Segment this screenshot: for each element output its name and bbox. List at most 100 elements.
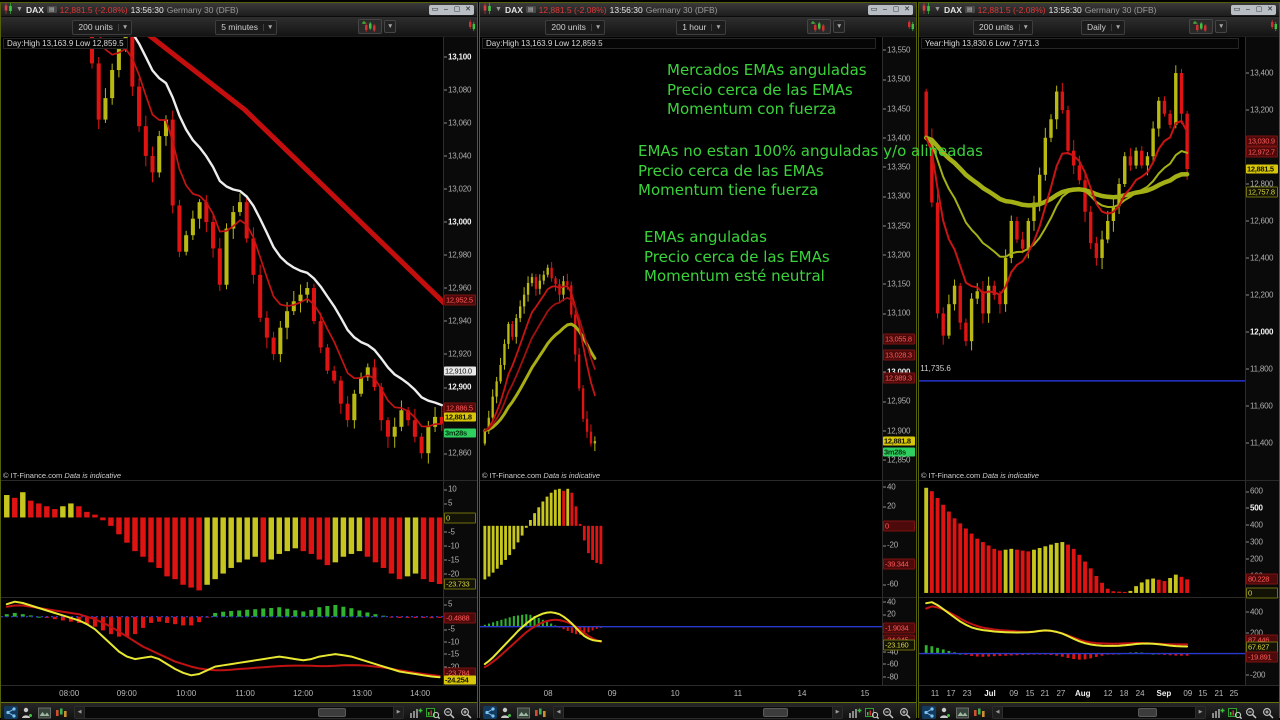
- instrument-info-icon[interactable]: ▤: [46, 6, 57, 13]
- instrument-dropdown-icon[interactable]: ▼: [934, 6, 941, 13]
- price-chart[interactable]: 11,735.6 13,400 13,200 12,800 12,600 12,400 1…: [919, 36, 1279, 480]
- indicator-panel-1[interactable]: 10 5 -5 -10 -15 -20 0 -23.733: [1, 480, 477, 597]
- chevron-down-icon[interactable]: ▼: [117, 23, 131, 31]
- histogram-plot[interactable]: [919, 481, 1246, 597]
- histogram-plot[interactable]: [480, 481, 883, 597]
- indicator-axis[interactable]: 10 5 -5 -10 -15 -20 0 -23.733: [443, 481, 477, 597]
- chevron-down-icon[interactable]: ▼: [1018, 23, 1032, 31]
- user-icon[interactable]: [21, 706, 35, 719]
- instrument-info-icon[interactable]: ▤: [964, 6, 975, 13]
- minimize-button[interactable]: –: [883, 5, 887, 13]
- indicator-axis[interactable]: 400 200 -200 87.446 67.627 -19.891: [1245, 598, 1279, 685]
- units-select[interactable]: 200 units ▼: [72, 19, 133, 35]
- share-icon[interactable]: [483, 706, 497, 719]
- timeframe-select[interactable]: 5 minutes ▼: [215, 19, 278, 35]
- chart-type-button[interactable]: ▼: [358, 18, 397, 34]
- close-button[interactable]: ✕: [465, 5, 471, 13]
- share-icon[interactable]: [4, 706, 18, 719]
- chevron-down-icon[interactable]: ▼: [711, 23, 724, 31]
- chart-add-icon[interactable]: [1211, 706, 1225, 719]
- timeframe-select[interactable]: 1 hour ▼: [676, 19, 726, 35]
- side-panel-toggle-icon[interactable]: [468, 19, 476, 37]
- instrument-name[interactable]: DAX: [943, 4, 962, 15]
- chevron-down-icon[interactable]: ▼: [590, 23, 604, 31]
- price-chart[interactable]: 13,100 13,080 13,060 13,040 13,020 13,000 12,9…: [1, 36, 477, 480]
- zoom-out-icon[interactable]: [882, 706, 896, 719]
- image-icon[interactable]: [956, 706, 970, 719]
- scrollbar-thumb[interactable]: [317, 708, 346, 717]
- scroll-right-icon[interactable]: ▶: [1195, 707, 1205, 718]
- indicator-panel-2[interactable]: 400 200 -200 87.446 67.627 -19.891: [919, 597, 1279, 685]
- chart-style-icon[interactable]: [973, 706, 987, 719]
- instrument-info-icon[interactable]: ▤: [525, 6, 536, 13]
- candlestick-plot[interactable]: [1, 37, 444, 480]
- instrument-dropdown-icon[interactable]: ▼: [495, 6, 502, 13]
- chevron-down-icon[interactable]: ▼: [833, 19, 846, 33]
- candlestick-type-icon[interactable]: [358, 18, 382, 34]
- indicator-panel-1[interactable]: 40 20 -20 -60 0 -39.344: [480, 480, 916, 597]
- window-titlebar[interactable]: ▼ DAX ▤ 12,881.5 (-2.08%) 13:56:30 Germa…: [1, 3, 477, 16]
- close-button[interactable]: ✕: [1267, 5, 1273, 13]
- scroll-left-icon[interactable]: ◀: [993, 707, 1003, 718]
- candlestick-plot[interactable]: [480, 37, 883, 480]
- chart-style-icon[interactable]: [534, 706, 548, 719]
- price-axis[interactable]: 13,550 13,500 13,450 13,400 13,350 13,300 13,2…: [882, 37, 916, 480]
- user-icon[interactable]: [939, 706, 953, 719]
- instrument-dropdown-icon[interactable]: ▼: [16, 6, 23, 13]
- chart-style-icon[interactable]: [55, 706, 69, 719]
- chevron-down-icon[interactable]: ▼: [1215, 19, 1228, 33]
- horizontal-scrollbar[interactable]: ◀ ▶: [992, 706, 1206, 719]
- histogram-plot[interactable]: [1, 481, 444, 597]
- scroll-left-icon[interactable]: ◀: [554, 707, 564, 718]
- minimize-button[interactable]: –: [1246, 5, 1250, 13]
- scroll-left-icon[interactable]: ◀: [75, 707, 85, 718]
- image-icon[interactable]: [517, 706, 531, 719]
- zoom-in-icon[interactable]: [460, 706, 474, 719]
- timeframe-select[interactable]: Daily ▼: [1081, 19, 1126, 35]
- candlestick-plot[interactable]: 11,735.6: [919, 37, 1246, 480]
- chart-search-icon[interactable]: [1228, 706, 1243, 720]
- side-panel-toggle-icon[interactable]: [907, 19, 915, 37]
- image-icon[interactable]: [38, 706, 52, 719]
- maximize-button[interactable]: ▢: [453, 5, 461, 13]
- oscillator-plot[interactable]: [480, 598, 883, 685]
- minimize-button[interactable]: –: [444, 5, 448, 13]
- chart-type-button[interactable]: ▼: [1189, 18, 1228, 34]
- window-titlebar[interactable]: ▼ DAX ▤ 12,881.5 (-2.08%) 13:56:30 Germa…: [919, 3, 1279, 16]
- popout-window-button[interactable]: ▭: [870, 5, 878, 13]
- scroll-right-icon[interactable]: ▶: [832, 707, 842, 718]
- user-icon[interactable]: [500, 706, 514, 719]
- window-titlebar[interactable]: ▼ DAX ▤ 12,881.5 (-2.08%) 13:56:30 Germa…: [480, 3, 916, 16]
- chart-add-icon[interactable]: [409, 706, 423, 719]
- horizontal-scrollbar[interactable]: ◀ ▶: [74, 706, 404, 719]
- maximize-button[interactable]: ▢: [1255, 5, 1263, 13]
- price-chart[interactable]: 13,550 13,500 13,450 13,400 13,350 13,300 13,2…: [480, 36, 916, 480]
- price-axis[interactable]: 13,100 13,080 13,060 13,040 13,020 13,000 12,9…: [443, 37, 477, 480]
- horizontal-scrollbar[interactable]: ◀ ▶: [553, 706, 843, 719]
- chart-search-icon[interactable]: [865, 706, 880, 720]
- chevron-down-icon[interactable]: ▼: [263, 23, 276, 31]
- chart-add-icon[interactable]: [848, 706, 862, 719]
- zoom-out-icon[interactable]: [443, 706, 457, 719]
- instrument-name[interactable]: DAX: [25, 4, 44, 15]
- candlestick-type-icon[interactable]: [807, 18, 831, 34]
- indicator-axis[interactable]: 5-5-10-15-20-0.4888-23.784-24.254: [443, 598, 477, 685]
- chart-type-button[interactable]: ▼: [807, 18, 846, 34]
- zoom-in-icon[interactable]: [899, 706, 913, 719]
- indicator-axis[interactable]: 40 20 -20 -60 0 -39.344: [882, 481, 916, 597]
- scrollbar-thumb[interactable]: [1138, 708, 1158, 717]
- scroll-right-icon[interactable]: ▶: [393, 707, 403, 718]
- popout-window-button[interactable]: ▭: [1233, 5, 1241, 13]
- chart-search-icon[interactable]: [426, 706, 441, 720]
- oscillator-plot[interactable]: [1, 598, 444, 685]
- chevron-down-icon[interactable]: ▼: [384, 19, 397, 33]
- share-icon[interactable]: [922, 706, 936, 719]
- scrollbar-thumb[interactable]: [762, 708, 788, 717]
- zoom-out-icon[interactable]: [1245, 706, 1259, 719]
- units-select[interactable]: 200 units ▼: [545, 19, 606, 35]
- price-axis[interactable]: 13,400 13,200 12,800 12,600 12,400 12,200 12,0…: [1245, 37, 1279, 480]
- candlestick-type-icon[interactable]: [1189, 18, 1213, 34]
